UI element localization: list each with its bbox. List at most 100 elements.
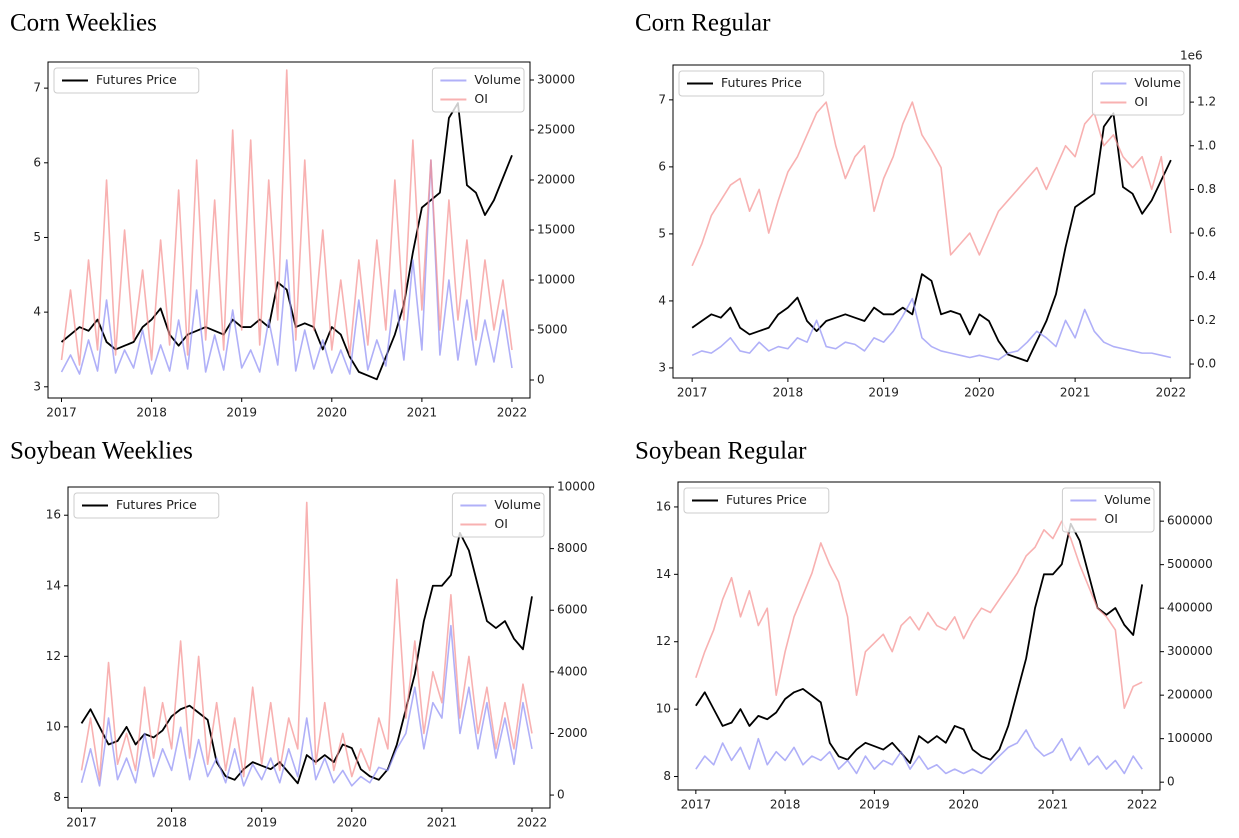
legend: Volume OI xyxy=(1061,487,1155,533)
legend: Volume OI xyxy=(1091,70,1185,116)
y2-tick-label: 0 xyxy=(557,788,565,802)
series-line xyxy=(695,520,1143,710)
y-tick-label: 5 xyxy=(33,230,41,244)
plot-content xyxy=(80,501,533,787)
axis-offset-label: 1e6 xyxy=(1180,49,1203,63)
y-tick-label: 14 xyxy=(46,578,61,592)
y2-tick-label: 0.8 xyxy=(1197,182,1216,196)
chart-panel: Corn Weeklies 2017 2018 2019 2020 2021 2022 3 4 5… xyxy=(10,10,575,420)
legend-label: OI xyxy=(1104,511,1118,526)
x-tick-label: 2019 xyxy=(868,386,899,400)
legend-label: Futures Price xyxy=(116,497,197,512)
y2-tick-label: 1.0 xyxy=(1197,138,1216,152)
chart-panel: Soybean Regular 2017 2018 2019 2020 2021 2022 8… xyxy=(635,438,1213,812)
plot-frame xyxy=(67,486,551,809)
x-tick-label: 2018 xyxy=(136,406,167,420)
y2-tick-label: 0.0 xyxy=(1197,357,1216,371)
plot-content xyxy=(695,520,1144,775)
legend: Volume OI xyxy=(451,492,545,538)
x-tick-label: 2021 xyxy=(1060,386,1091,400)
x-tick-label: 2019 xyxy=(226,406,257,420)
legend-label: Volume xyxy=(1104,492,1151,507)
legend-box xyxy=(451,492,545,538)
y-tick-label: 8 xyxy=(663,769,671,783)
x-tick-label: 2018 xyxy=(773,386,804,400)
y2-tick-label: 2000 xyxy=(557,726,588,740)
y-tick-label: 12 xyxy=(656,634,671,648)
plot-area xyxy=(673,65,1190,378)
legend-label: Volume xyxy=(494,497,541,512)
x-tick-label: 2017 xyxy=(681,798,712,812)
legend: Futures Price xyxy=(683,487,830,514)
legend-label: Volume xyxy=(474,72,521,87)
y-tick-label: 14 xyxy=(656,567,671,581)
x-tick-label: 2020 xyxy=(317,406,348,420)
y2-tick-label: 6000 xyxy=(557,603,588,617)
y-tick-label: 10 xyxy=(656,702,671,716)
x-tick-label: 2020 xyxy=(964,386,995,400)
legend-box xyxy=(53,67,200,94)
y-tick-label: 5 xyxy=(658,226,666,240)
chart-title: Corn Weeklies xyxy=(10,10,157,37)
y-tick-label: 3 xyxy=(33,379,41,393)
legend: Futures Price xyxy=(678,70,825,97)
x-tick-label: 2021 xyxy=(407,406,438,420)
y2-tick-label: 500000 xyxy=(1167,557,1213,571)
chart-panel: Soybean Weeklies 2017 2018 2019 2020 2021 2022… xyxy=(10,438,595,830)
series-line xyxy=(695,729,1143,775)
legend: Futures Price xyxy=(53,67,200,94)
y2-tick-label: 25000 xyxy=(537,123,575,137)
series-line xyxy=(60,69,513,366)
y-tick-label: 8 xyxy=(53,790,61,804)
y2-tick-label: 200000 xyxy=(1167,688,1213,702)
y2-tick-label: 30000 xyxy=(537,73,575,87)
x-tick-label: 2017 xyxy=(46,406,77,420)
x-tick-label: 2018 xyxy=(770,798,801,812)
series-line xyxy=(80,501,533,781)
x-tick-label: 2020 xyxy=(948,798,979,812)
y-tick-label: 16 xyxy=(656,499,671,513)
series-line xyxy=(80,624,533,787)
chart-panel: Corn Regular 2017 2018 2019 2020 2021 2022 3 4 5 6… xyxy=(635,10,1216,400)
y2-tick-label: 8000 xyxy=(557,541,588,555)
y-tick-label: 4 xyxy=(33,305,41,319)
y2-tick-label: 100000 xyxy=(1167,731,1213,745)
series-line xyxy=(691,297,1172,361)
y-tick-label: 7 xyxy=(658,92,666,106)
y2-tick-label: 0 xyxy=(1167,775,1175,789)
y2-tick-label: 0.6 xyxy=(1197,226,1216,240)
x-tick-label: 2022 xyxy=(1127,798,1158,812)
x-tick-label: 2022 xyxy=(497,406,528,420)
x-tick-label: 2021 xyxy=(1038,798,1069,812)
chart-title: Soybean Regular xyxy=(635,438,807,465)
legend: Volume OI xyxy=(431,67,525,113)
legend-label: Volume xyxy=(1134,75,1181,90)
series-line xyxy=(691,112,1172,363)
plot-content xyxy=(691,101,1172,363)
legend-box xyxy=(73,492,220,519)
y2-tick-label: 0.4 xyxy=(1197,269,1216,283)
series-line xyxy=(691,101,1172,267)
x-tick-label: 2021 xyxy=(427,816,458,830)
legend-label: OI xyxy=(474,91,488,106)
x-tick-label: 2022 xyxy=(517,816,548,830)
series-line xyxy=(60,159,513,375)
chart-title: Corn Regular xyxy=(635,10,771,37)
y2-tick-label: 600000 xyxy=(1167,514,1213,528)
x-tick-label: 2017 xyxy=(66,816,97,830)
legend-box xyxy=(431,67,525,113)
chart-title: Soybean Weeklies xyxy=(10,438,193,465)
y-tick-label: 6 xyxy=(33,155,41,169)
y2-tick-label: 300000 xyxy=(1167,644,1213,658)
y-tick-label: 16 xyxy=(46,508,61,522)
legend-box xyxy=(683,487,830,514)
x-tick-label: 2022 xyxy=(1156,386,1187,400)
y-tick-label: 10 xyxy=(46,719,61,733)
legend-label: Futures Price xyxy=(96,72,177,87)
legend: Futures Price xyxy=(73,492,220,519)
legend-label: OI xyxy=(1134,94,1148,109)
y2-tick-label: 10000 xyxy=(557,480,595,494)
y2-tick-label: 5000 xyxy=(537,323,568,337)
legend-box xyxy=(1061,487,1155,533)
